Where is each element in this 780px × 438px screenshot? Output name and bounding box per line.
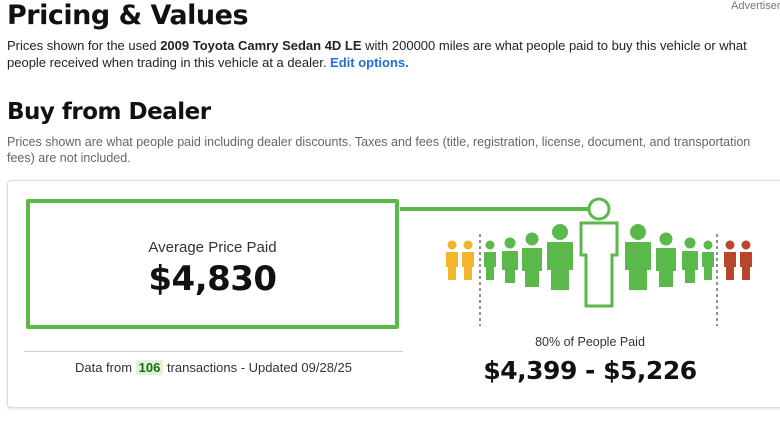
distribution-label: 80% of People Paid	[535, 335, 645, 349]
person-icon	[656, 232, 676, 287]
edit-options-link[interactable]: Edit options.	[330, 55, 409, 70]
person-icon	[462, 240, 474, 280]
section-title: Buy from Dealer	[7, 99, 211, 125]
divider	[24, 351, 403, 352]
person-icon	[502, 237, 518, 283]
section-note: Prices shown are what people paid includ…	[7, 135, 751, 165]
person-icon	[682, 237, 698, 283]
person-icon	[625, 224, 651, 290]
transaction-count: 106	[135, 360, 164, 375]
intro-text: Prices shown for the used 2009 Toyota Ca…	[7, 37, 777, 71]
transactions-prefix: Data from	[74, 360, 136, 375]
page-title: Pricing & Values	[7, 0, 249, 31]
vehicle-name: 2009 Toyota Camry Sedan 4D LE	[160, 38, 362, 53]
person-icon	[702, 240, 714, 280]
person-icon	[547, 224, 573, 290]
intro-prefix: Prices shown for the used	[7, 38, 161, 53]
transactions-info: Data from 106 transactions - Updated 09/…	[24, 360, 403, 375]
person-icon	[446, 240, 458, 280]
average-price-box: Average Price Paid $4,830	[26, 199, 399, 329]
person-icon	[740, 240, 752, 280]
intro-middle: with 200000 miles are what people paid t…	[7, 38, 747, 70]
advertisement-label: Advertisement	[731, 0, 780, 12]
transactions-suffix: transactions - Updated 09/28/25	[163, 360, 352, 375]
price-range-value: $4,399 - $5,226	[483, 356, 697, 385]
highlighted-person-icon	[579, 197, 619, 308]
average-price-label: Average Price Paid	[148, 239, 277, 256]
person-icon	[522, 232, 542, 287]
average-price-value: $4,830	[148, 259, 277, 299]
price-distribution-graphic	[400, 197, 752, 326]
person-icon	[724, 240, 736, 280]
person-icon	[484, 240, 496, 280]
